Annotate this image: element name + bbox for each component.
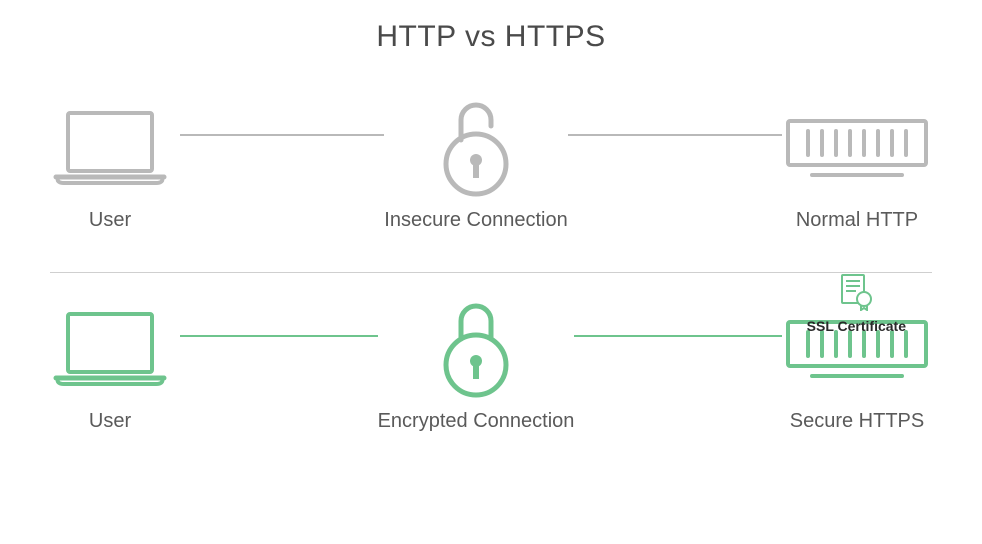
https-user-label: User: [89, 410, 131, 433]
lock-icon: [431, 298, 521, 398]
http-lock-node: Insecure Connection: [384, 97, 567, 232]
laptop-icon: [50, 298, 170, 398]
certificate-icon: [836, 271, 876, 316]
https-row: SSL Certificate User Encrypted Connectio…: [50, 285, 932, 445]
ssl-certificate-badge: SSL Certificate: [807, 271, 906, 334]
http-server-label: Normal HTTP: [796, 209, 918, 232]
https-connector-left: [180, 335, 400, 337]
https-lock-label: Encrypted Connection: [378, 410, 575, 433]
http-connector-left: [180, 134, 400, 136]
http-server-node: Normal HTTP: [782, 97, 932, 232]
http-user-label: User: [89, 209, 131, 232]
server-icon: [782, 97, 932, 197]
http-connector-right: [562, 134, 782, 136]
https-user-node: User: [50, 298, 170, 433]
laptop-icon: [50, 97, 170, 197]
https-server-label: Secure HTTPS: [790, 410, 924, 433]
unlock-icon: [431, 97, 521, 197]
row-divider: [50, 272, 932, 273]
http-row: User Insecure Connection: [50, 84, 932, 244]
ssl-certificate-label: SSL Certificate: [807, 318, 906, 334]
https-lock-node: Encrypted Connection: [378, 298, 575, 433]
diagram-title: HTTP vs HTTPS: [50, 20, 932, 54]
http-lock-label: Insecure Connection: [384, 209, 567, 232]
http-user-node: User: [50, 97, 170, 232]
https-connector-right: [562, 335, 782, 337]
